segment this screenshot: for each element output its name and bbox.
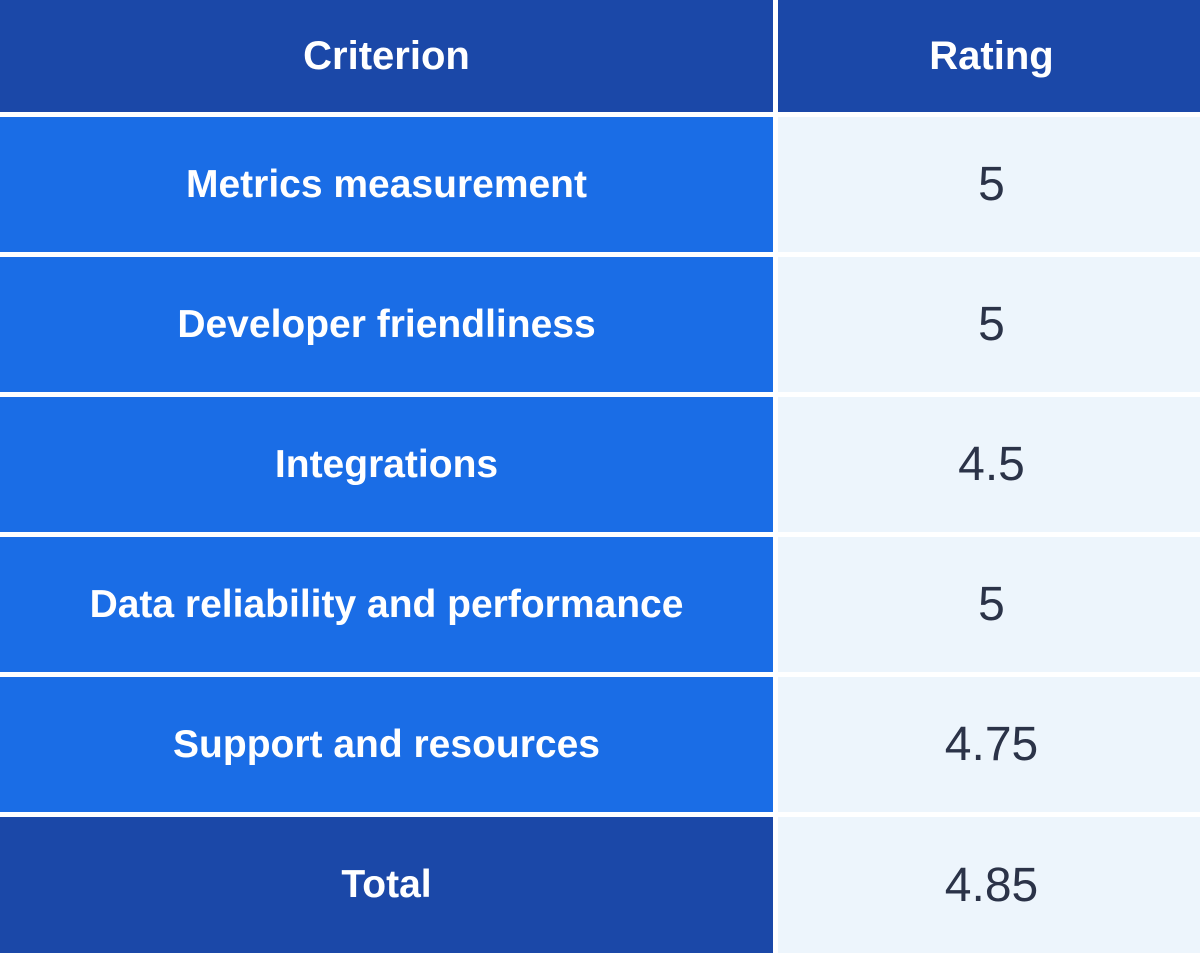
rating-integrations: 4.5 xyxy=(778,397,1200,532)
rating-data-reliability: 5 xyxy=(778,537,1200,672)
header-rating: Rating xyxy=(778,0,1200,112)
rating-developer-friendliness: 5 xyxy=(778,257,1200,392)
total-label: Total xyxy=(0,817,773,953)
criterion-integrations: Integrations xyxy=(0,397,773,532)
criterion-support-resources: Support and resources xyxy=(0,677,773,812)
criterion-data-reliability: Data reliability and performance xyxy=(0,537,773,672)
total-rating: 4.85 xyxy=(778,817,1200,953)
rating-support-resources: 4.75 xyxy=(778,677,1200,812)
header-criterion: Criterion xyxy=(0,0,773,112)
rating-metrics-measurement: 5 xyxy=(778,117,1200,252)
criterion-developer-friendliness: Developer friendliness xyxy=(0,257,773,392)
criterion-metrics-measurement: Metrics measurement xyxy=(0,117,773,252)
